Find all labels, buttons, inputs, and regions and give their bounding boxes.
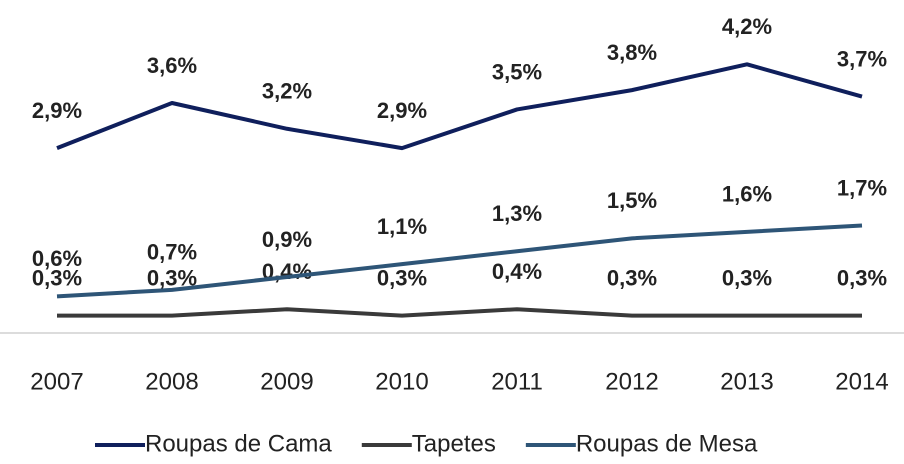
data-label: 2,9% bbox=[377, 98, 427, 123]
x-tick-label: 2007 bbox=[30, 368, 83, 395]
x-tick-label: 2011 bbox=[491, 368, 543, 395]
data-label: 4,2% bbox=[722, 14, 772, 39]
x-tick-label: 2009 bbox=[260, 368, 313, 395]
data-label: 0,3% bbox=[377, 265, 427, 290]
data-label: 1,6% bbox=[722, 182, 772, 207]
x-tick-label: 2013 bbox=[720, 368, 773, 395]
data-label: 0,3% bbox=[32, 265, 82, 290]
legend-label: Roupas de Cama bbox=[145, 430, 332, 457]
series-line bbox=[56, 223, 863, 299]
data-label: 0,3% bbox=[837, 265, 887, 290]
data-label: 0,6% bbox=[32, 246, 82, 271]
data-label: 1,1% bbox=[377, 214, 427, 239]
data-label: 0,3% bbox=[722, 265, 772, 290]
x-tick-label: 2010 bbox=[375, 368, 428, 395]
series-line bbox=[57, 307, 862, 318]
data-label: 1,7% bbox=[837, 175, 887, 200]
data-label: 3,2% bbox=[262, 79, 312, 104]
data-label: 1,3% bbox=[492, 201, 542, 226]
x-tick-label: 2012 bbox=[605, 368, 658, 395]
data-label: 2,9% bbox=[32, 98, 82, 123]
x-tick-label: 2008 bbox=[145, 368, 198, 395]
data-label: 1,5% bbox=[607, 188, 657, 213]
data-label: 0,4% bbox=[492, 259, 542, 284]
data-label: 0,9% bbox=[262, 227, 312, 252]
series-line bbox=[56, 62, 863, 151]
data-label: 0,7% bbox=[147, 240, 197, 265]
data-label: 3,7% bbox=[837, 46, 887, 71]
x-tick-label: 2014 bbox=[835, 368, 888, 395]
data-label: 3,8% bbox=[607, 40, 657, 65]
data-label: 0,3% bbox=[607, 265, 657, 290]
legend-label: Roupas de Mesa bbox=[576, 430, 758, 457]
legend-label: Tapetes bbox=[412, 430, 496, 457]
data-label: 3,6% bbox=[147, 53, 197, 78]
data-label: 3,5% bbox=[492, 59, 542, 84]
